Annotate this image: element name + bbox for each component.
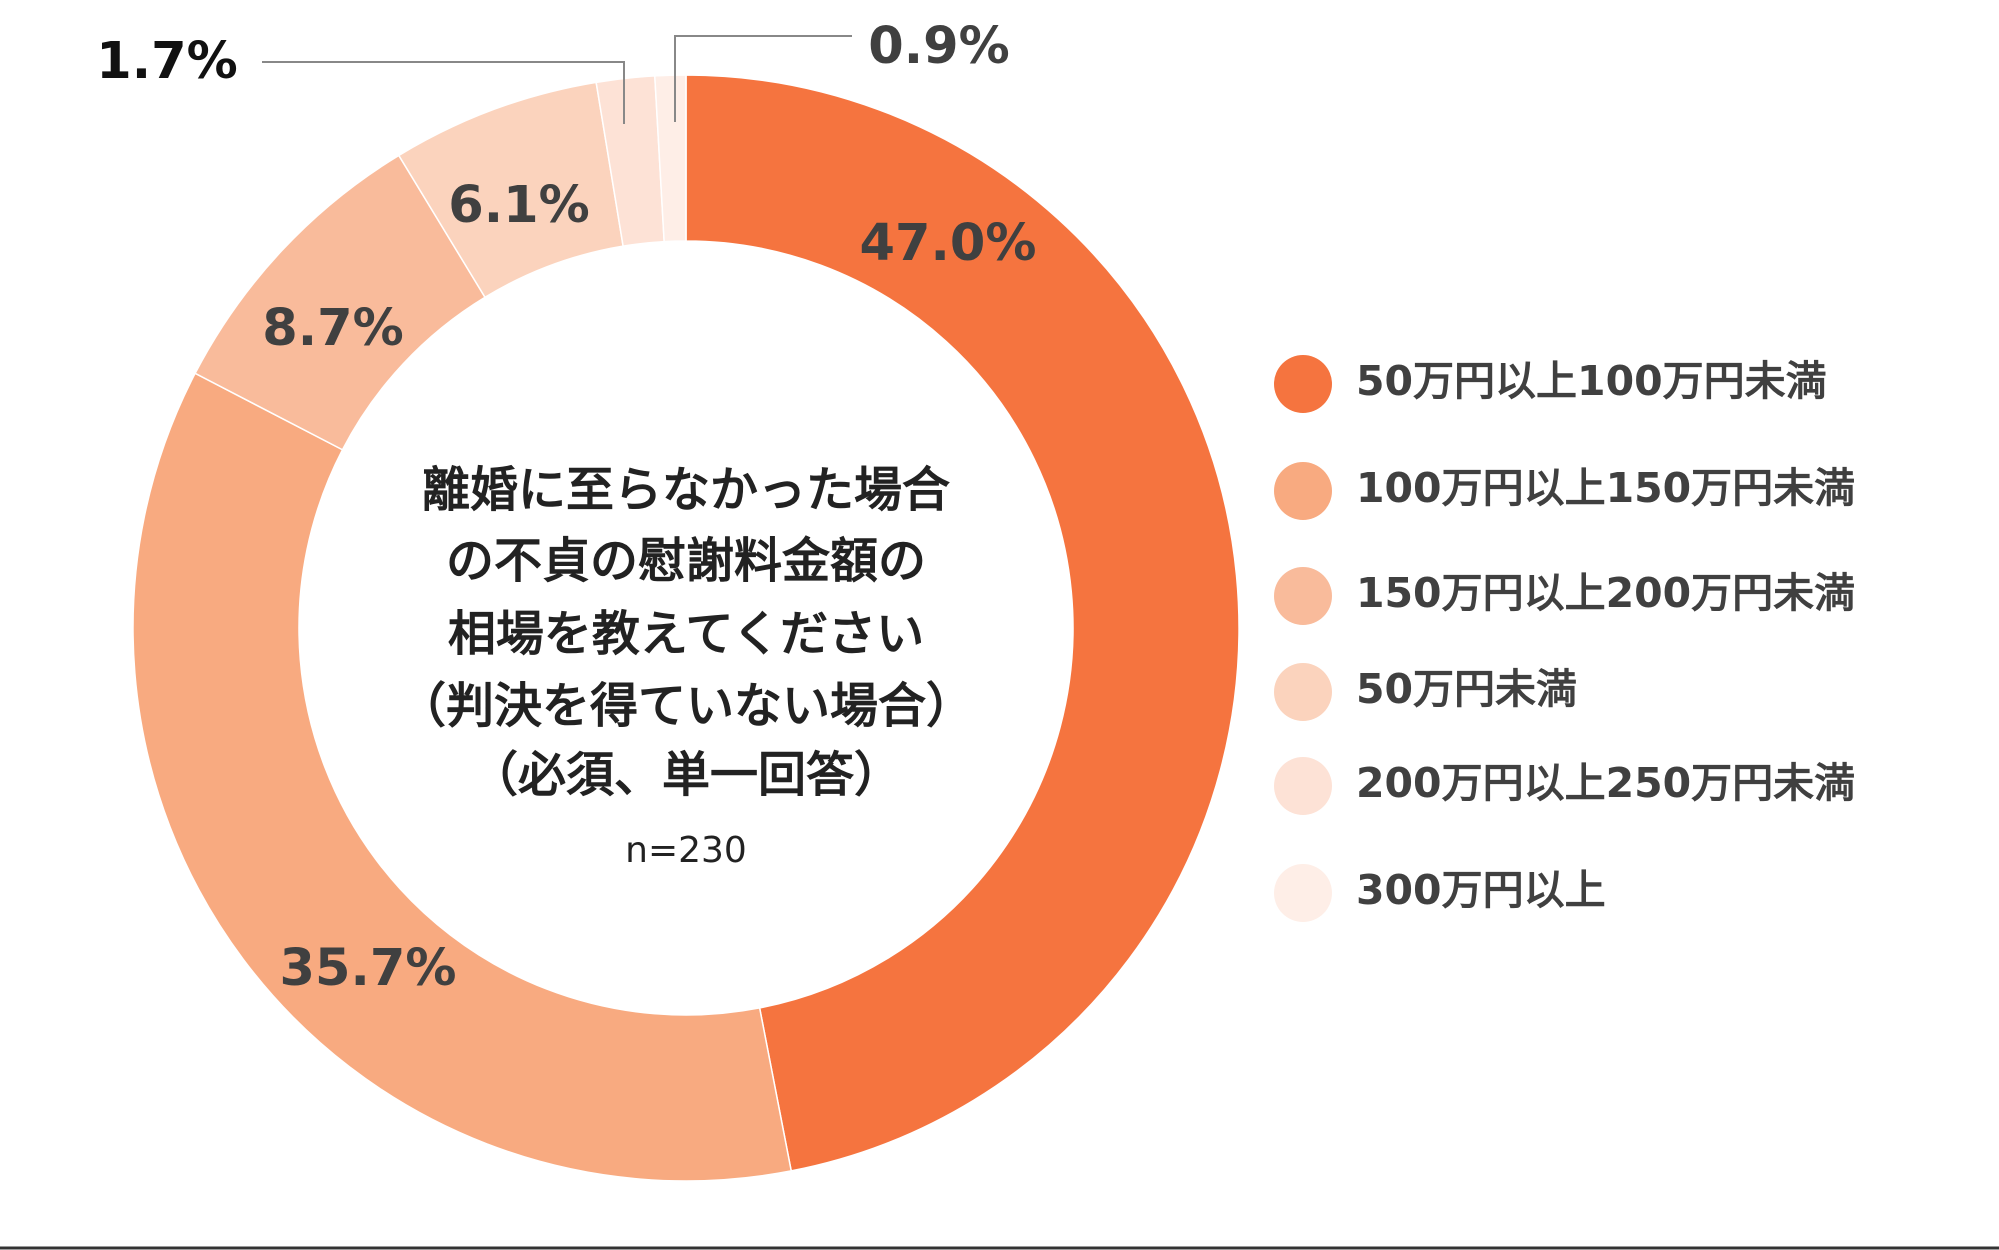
- center-subtitle: n=230: [625, 830, 747, 871]
- center-title: の不貞の慰謝料金額の: [446, 533, 926, 589]
- legend-marker: [1274, 355, 1332, 413]
- legend-marker: [1274, 663, 1332, 721]
- legend-label: 200万円以上250万円未満: [1356, 759, 1855, 807]
- center-title: 離婚に至らなかった場合: [422, 462, 950, 518]
- leader-line: [674, 35, 852, 122]
- data-label: 0.9%: [868, 17, 1009, 76]
- data-label: 1.7%: [96, 32, 237, 91]
- center-title: 相場を教えてください: [448, 606, 924, 662]
- data-label: 8.7%: [262, 299, 403, 358]
- donut-segment: [685, 74, 1240, 1172]
- donut-segment: [132, 372, 793, 1182]
- legend-label: 50万円未満: [1356, 665, 1577, 713]
- center-title: （判決を得ていない場合）: [398, 678, 974, 734]
- leader-line: [262, 61, 625, 124]
- center-title: （必須、単一回答）: [470, 747, 902, 803]
- legend-marker: [1274, 864, 1332, 922]
- data-label: 35.7%: [280, 939, 457, 998]
- legend-label: 150万円以上200万円未満: [1356, 569, 1855, 617]
- legend-marker: [1274, 757, 1332, 815]
- legend-label: 100万円以上150万円未満: [1356, 464, 1855, 512]
- legend-marker: [1274, 462, 1332, 520]
- legend-label: 300万円以上: [1356, 866, 1606, 914]
- legend-label: 50万円以上100万円未満: [1356, 357, 1827, 405]
- data-label: 47.0%: [860, 214, 1037, 273]
- data-label: 6.1%: [448, 176, 589, 235]
- donut-segment: [653, 74, 687, 243]
- legend-marker: [1274, 567, 1332, 625]
